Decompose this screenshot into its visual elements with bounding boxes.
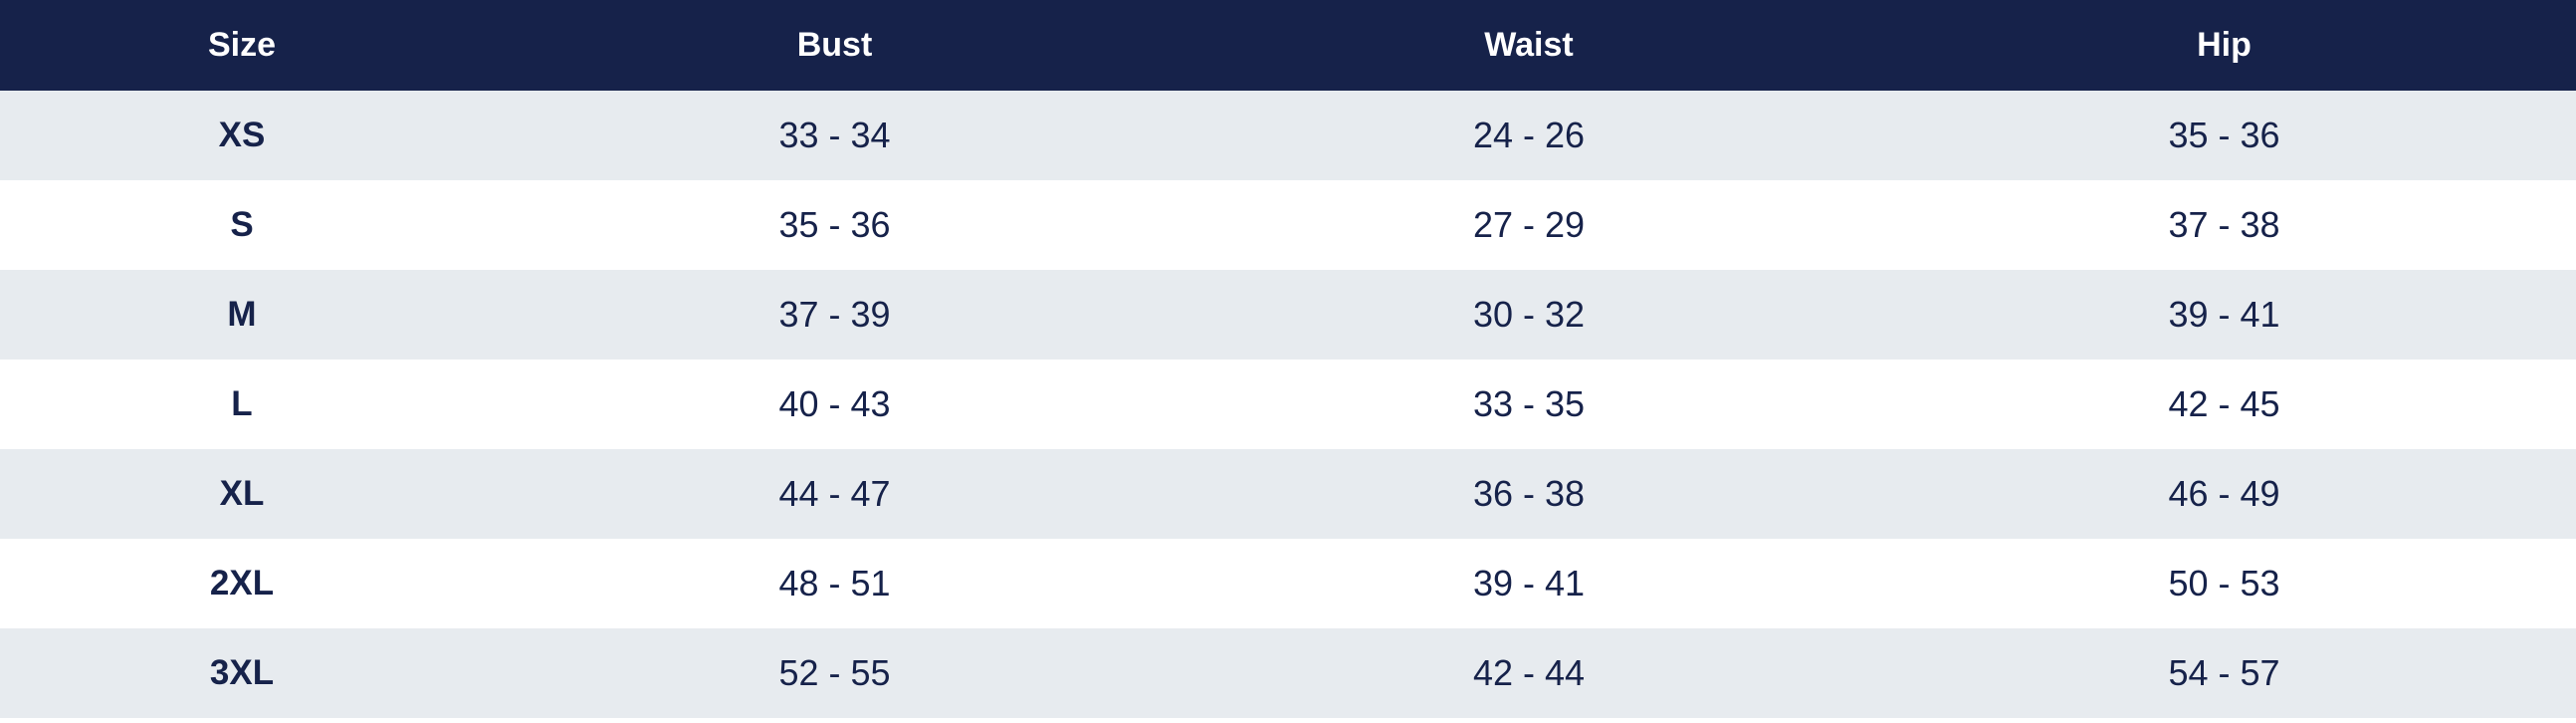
header-hip: Hip bbox=[2197, 26, 2252, 64]
header-size: Size bbox=[207, 26, 277, 64]
table-row: XL 44 - 47 36 - 38 46 - 49 bbox=[0, 449, 2576, 539]
bust-cell: 37 - 39 bbox=[778, 294, 891, 335]
size-cell: XL bbox=[219, 474, 265, 513]
waist-cell: 42 - 44 bbox=[1472, 652, 1586, 693]
hip-cell: 46 - 49 bbox=[2168, 473, 2280, 514]
table-row: 3XL 52 - 55 42 - 44 54 - 57 bbox=[0, 628, 2576, 718]
table-row: L 40 - 43 33 - 35 42 - 45 bbox=[0, 360, 2576, 449]
size-cell: XS bbox=[218, 116, 266, 154]
header-bust: Bust bbox=[796, 26, 873, 64]
bust-cell: 35 - 36 bbox=[778, 204, 891, 245]
waist-cell: 24 - 26 bbox=[1472, 115, 1586, 155]
waist-cell: 39 - 41 bbox=[1472, 563, 1586, 603]
table-header: Size Bust Waist Hip bbox=[0, 0, 2576, 91]
table-body: XS 33 - 34 24 - 26 35 - 36 S 35 - 36 27 … bbox=[0, 91, 2576, 718]
hip-cell: 50 - 53 bbox=[2168, 563, 2280, 603]
header-row: Size Bust Waist Hip bbox=[0, 0, 2576, 91]
hip-cell: 39 - 41 bbox=[2168, 294, 2280, 335]
table-row: 2XL 48 - 51 39 - 41 50 - 53 bbox=[0, 539, 2576, 628]
size-cell: S bbox=[230, 205, 254, 244]
bust-cell: 52 - 55 bbox=[778, 652, 891, 693]
table-row: M 37 - 39 30 - 32 39 - 41 bbox=[0, 270, 2576, 360]
table-row: S 35 - 36 27 - 29 37 - 38 bbox=[0, 180, 2576, 270]
size-cell: 2XL bbox=[209, 564, 275, 602]
hip-cell: 35 - 36 bbox=[2168, 115, 2280, 155]
bust-cell: 33 - 34 bbox=[778, 115, 891, 155]
waist-cell: 33 - 35 bbox=[1472, 383, 1586, 424]
table-row: XS 33 - 34 24 - 26 35 - 36 bbox=[0, 91, 2576, 180]
waist-cell: 27 - 29 bbox=[1472, 204, 1586, 245]
bust-cell: 48 - 51 bbox=[778, 563, 891, 603]
header-waist: Waist bbox=[1484, 26, 1574, 64]
waist-cell: 36 - 38 bbox=[1472, 473, 1586, 514]
size-cell: M bbox=[227, 295, 257, 334]
bust-cell: 40 - 43 bbox=[778, 383, 891, 424]
hip-cell: 54 - 57 bbox=[2168, 652, 2280, 693]
waist-cell: 30 - 32 bbox=[1472, 294, 1586, 335]
size-cell: L bbox=[231, 384, 253, 423]
size-cell: 3XL bbox=[209, 653, 275, 692]
hip-cell: 42 - 45 bbox=[2168, 383, 2280, 424]
hip-cell: 37 - 38 bbox=[2168, 204, 2280, 245]
bust-cell: 44 - 47 bbox=[778, 473, 891, 514]
